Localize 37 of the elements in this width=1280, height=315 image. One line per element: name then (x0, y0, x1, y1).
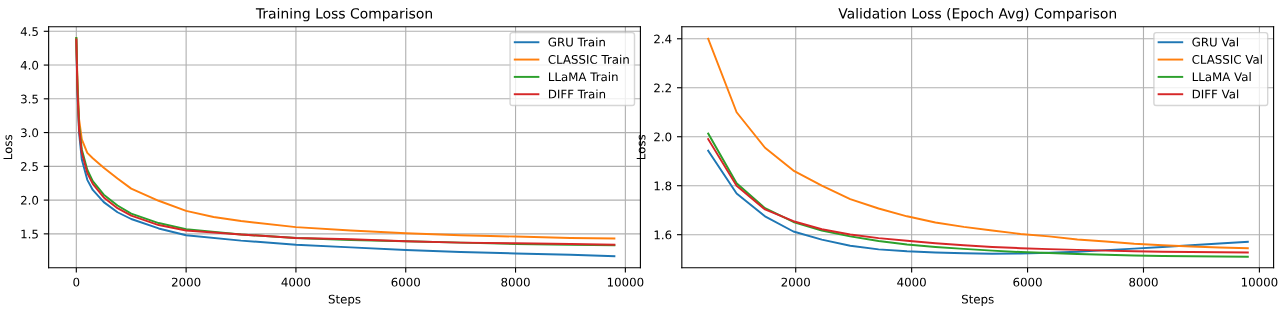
chart-title: Training Loss Comparison (255, 7, 432, 22)
legend-label: DIFF Train (548, 89, 606, 99)
x-tick-label: 6000 (1013, 277, 1042, 287)
y-tick-label: 3.0 (21, 128, 39, 138)
y-tick-label: 4.5 (20, 27, 38, 36)
y-tick-label: 1.5 (21, 229, 38, 239)
x-tick-label: 8000 (1129, 277, 1158, 287)
legend-label: GRU Val (1192, 37, 1238, 47)
legend-label: CLASSIC Val (1192, 54, 1262, 64)
x-tick-label: 10000 (1241, 277, 1278, 287)
x-tick-label: 4000 (897, 277, 926, 287)
x-tick-label: 10000 (607, 277, 644, 287)
x-tick-label: 8000 (501, 277, 530, 287)
y-axis-title: Loss (3, 134, 13, 160)
x-tick-label: 0 (73, 277, 80, 287)
x-tick-label: 2000 (781, 277, 810, 287)
chart-title: Validation Loss (Epoch Avg) Comparison (838, 7, 1117, 22)
y-tick-label: 2.5 (21, 162, 38, 171)
y-tick-label: 2.2 (654, 83, 671, 93)
y-tick-label: 3.5 (21, 94, 38, 104)
y-axis-title: Loss (636, 134, 646, 160)
x-axis-title: Steps (328, 294, 361, 306)
y-tick-label: 2.0 (21, 195, 39, 205)
x-tick-label: 2000 (171, 277, 201, 287)
legend-label: GRU Train (548, 37, 605, 47)
y-tick-label: 2.0 (654, 132, 672, 142)
x-tick-label: 6000 (391, 277, 420, 287)
y-tick-label: 4.0 (20, 60, 39, 70)
legend-label: LLaMA Train (548, 72, 618, 82)
legend-label: DIFF Val (1192, 89, 1239, 99)
y-tick-label: 1.6 (654, 230, 672, 240)
x-axis-title: Steps (961, 294, 994, 306)
legend-label: LLaMA Val (1192, 72, 1251, 82)
legend-label: CLASSIC Train (548, 54, 629, 64)
x-tick-label: 4000 (281, 277, 311, 287)
y-tick-label: 1.8 (654, 181, 672, 191)
y-tick-label: 2.4 (654, 34, 672, 44)
